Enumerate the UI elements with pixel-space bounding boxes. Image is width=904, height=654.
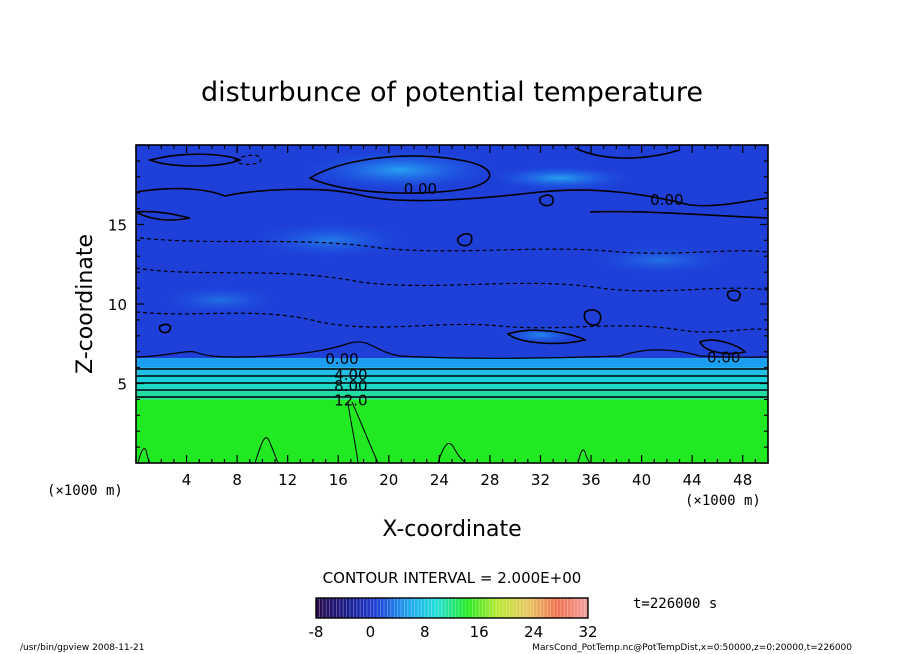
field-layer-3 [136, 375, 768, 384]
x-tick-label: 40 [632, 471, 651, 489]
field-layer-4 [136, 367, 768, 376]
colorbar-frame [315, 597, 589, 619]
x-tick-label: 28 [480, 471, 499, 489]
contour-label-0: 0.00 [404, 180, 437, 198]
colorbar-tick-label: 0 [366, 623, 376, 641]
x-tick-label: 20 [379, 471, 398, 489]
contour-label-5: 8.00 [334, 377, 367, 395]
x-tick-label: 12 [278, 471, 297, 489]
contour-label-3: 0.00 [325, 350, 358, 368]
colorbar-tick-label: 24 [524, 623, 543, 641]
x-tick-label: 24 [430, 471, 449, 489]
y-tick-label: 10 [108, 296, 127, 314]
colorbar-tick-label: 16 [470, 623, 489, 641]
colorbar-tick-label: -8 [309, 623, 324, 641]
colorbar: -8 0 8 16 24 32 [309, 597, 598, 641]
colorbar-tick-label: 8 [420, 623, 430, 641]
x-tick-label: 36 [581, 471, 600, 489]
x-tick-label: 44 [683, 471, 702, 489]
colorbar-tick-label: 32 [578, 623, 597, 641]
x-tick-label: 8 [232, 471, 242, 489]
x-unit-left: (×1000 m) [47, 483, 123, 499]
contour-label-1: 0.00 [650, 191, 683, 209]
contour-interval: CONTOUR INTERVAL = 2.000E+00 [323, 569, 582, 587]
x-tick-label: 32 [531, 471, 550, 489]
y-axis-label: Z-coordinate [73, 234, 98, 374]
contour-label-6: 12.0 [334, 391, 367, 409]
x-axis-label: X-coordinate [382, 517, 521, 542]
field-layer-5 [136, 358, 768, 368]
x-tick-label: 4 [182, 471, 192, 489]
time-label: t=226000 s [633, 596, 717, 612]
field-layer-2 [136, 383, 768, 392]
footer-right: MarsCond_PotTemp.nc@PotTempDist,x=0:5000… [532, 643, 852, 653]
x-tick-label: 16 [329, 471, 348, 489]
y-tick-label: 15 [108, 217, 127, 235]
footer-left: /usr/bin/gpview 2008-11-21 [20, 643, 144, 653]
x-unit-right: (×1000 m) [685, 493, 761, 509]
contour-lines [136, 147, 768, 463]
chart-title: disturbunce of potential temperature [201, 77, 703, 108]
y-axis: 5 10 15 [108, 144, 768, 464]
y-tick-label: 5 [117, 376, 127, 394]
field-layer-1 [136, 391, 768, 400]
contour-label-2: 0.00 [707, 348, 740, 366]
x-tick-label: 48 [733, 471, 752, 489]
field-layer-0 [136, 399, 768, 463]
contour-label-4: 4.00 [334, 366, 367, 384]
colorbar-fill [316, 598, 588, 618]
x-axis: 4 8 12 16 20 24 28 32 36 40 44 48 [135, 145, 769, 489]
